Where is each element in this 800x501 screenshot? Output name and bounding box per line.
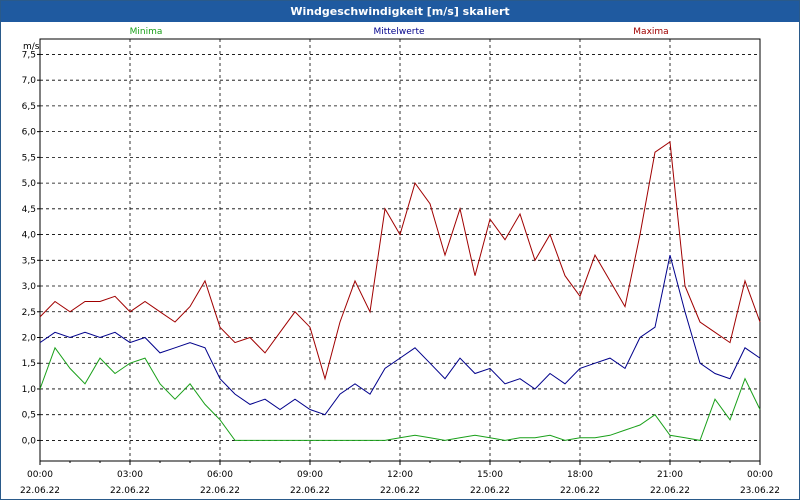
y-tick-label: 5,0 [22,179,37,189]
x-tick-date: 22.06.22 [560,486,600,496]
y-tick-label: 2,0 [22,333,37,343]
y-tick-label: 4,5 [22,205,36,215]
y-tick-label: 3,5 [22,256,36,266]
y-tick-label: 5,5 [22,153,36,163]
x-tick-date: 23.06.22 [740,486,780,496]
x-tick-time: 09:00 [297,470,323,480]
y-tick-label: 2,5 [22,308,36,318]
y-tick-label: 6,0 [22,128,37,138]
x-tick-time: 03:00 [117,470,143,480]
x-tick-time: 06:00 [207,470,233,480]
x-tick-time: 18:00 [567,470,593,480]
window-title: Windgeschwindigkeit [m/s] skaliert [1,1,799,22]
y-axis-unit: m/s [23,42,40,52]
x-tick-time: 00:00 [27,470,53,480]
y-tick-label: 4,0 [22,231,37,241]
legend-maxima: Maxima [633,27,668,37]
y-tick-label: 1,5 [22,359,36,369]
x-tick-time: 12:00 [387,470,413,480]
x-tick-date: 22.06.22 [200,486,240,496]
y-tick-label: 3,0 [22,282,37,292]
y-tick-label: 7,5 [22,50,36,60]
legend-minima: Minima [130,27,163,37]
x-tick-date: 22.06.22 [20,486,60,496]
y-tick-label: 6,5 [22,102,36,112]
x-tick-date: 22.06.22 [470,486,510,496]
x-tick-time: 00:00 [747,470,773,480]
series-minima-line [39,346,761,441]
legend-mittelwerte: Mittelwerte [373,27,424,37]
y-tick-label: 0,0 [22,436,37,446]
x-tick-time: 15:00 [477,470,503,480]
y-tick-label: 1,0 [22,385,37,395]
series-maxima-line [39,141,761,381]
x-tick-date: 22.06.22 [650,486,690,496]
y-tick-label: 7,0 [22,76,37,86]
x-tick-date: 22.06.22 [380,486,420,496]
x-tick-time: 21:00 [657,470,683,480]
x-tick-date: 22.06.22 [110,486,150,496]
x-tick-date: 22.06.22 [290,486,330,496]
y-tick-label: 0,5 [22,411,36,421]
series-mittelwerte-line [39,254,761,416]
